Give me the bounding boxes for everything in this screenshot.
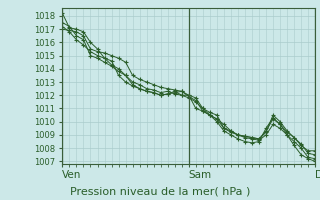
Text: Pression niveau de la mer( hPa ): Pression niveau de la mer( hPa ) xyxy=(70,186,250,196)
